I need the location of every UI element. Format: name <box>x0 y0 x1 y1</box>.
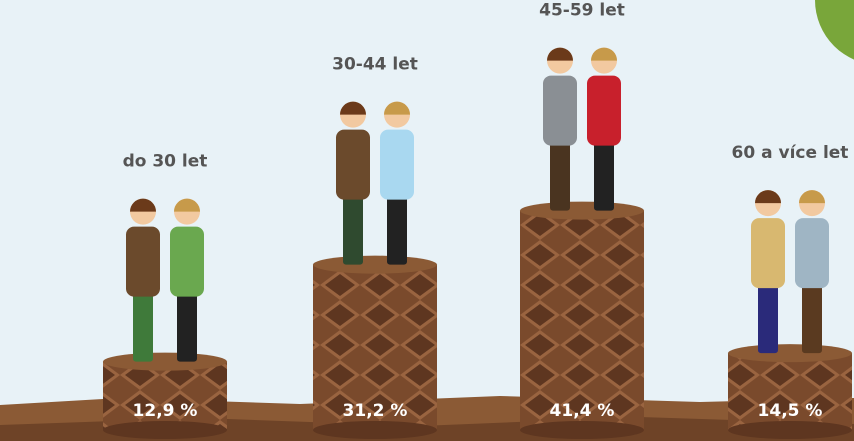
person-hair <box>130 198 156 212</box>
person <box>543 47 577 211</box>
value-label: 31,2 % <box>343 401 408 421</box>
person-hair <box>174 198 200 212</box>
person-hair <box>799 190 825 204</box>
person-hair <box>384 101 410 115</box>
person-legs <box>758 283 778 354</box>
cylinder-bottom <box>520 421 644 439</box>
person-hair <box>755 190 781 204</box>
cylinder-top <box>313 255 437 274</box>
cylinder-top <box>103 352 227 371</box>
person-legs <box>594 140 614 211</box>
person <box>587 47 621 211</box>
cylinder-bottom <box>728 421 852 439</box>
person <box>126 198 160 362</box>
person-legs <box>177 291 197 362</box>
cylinder-bottom <box>103 421 227 439</box>
cylinder-bottom <box>313 421 437 439</box>
person <box>795 190 829 354</box>
value-label: 14,5 % <box>758 401 823 421</box>
person-legs <box>387 194 407 265</box>
person-body <box>170 226 204 297</box>
person-hair <box>340 101 366 115</box>
cylinder <box>520 210 644 430</box>
person-body <box>795 218 829 289</box>
person <box>380 101 414 265</box>
category-label: do 30 let <box>123 152 208 172</box>
person-body <box>126 226 160 297</box>
person-legs <box>802 283 822 354</box>
person-hair <box>547 47 573 61</box>
cylinder-top <box>728 344 852 363</box>
person-legs <box>550 140 570 211</box>
person-hair <box>591 47 617 61</box>
person <box>170 198 204 362</box>
person-legs <box>343 194 363 265</box>
person-body <box>380 129 414 200</box>
category-label: 30-44 let <box>332 55 418 75</box>
cylinder <box>728 353 852 430</box>
value-label: 12,9 % <box>133 401 198 421</box>
person-body <box>543 75 577 146</box>
cylinder <box>313 264 437 430</box>
person-body <box>751 218 785 289</box>
person-body <box>336 129 370 200</box>
corner-circle <box>815 0 854 60</box>
person-body <box>587 75 621 146</box>
category-label: 45-59 let <box>539 1 625 21</box>
person <box>336 101 370 265</box>
value-label: 41,4 % <box>550 401 615 421</box>
cylinder <box>103 361 227 430</box>
person-legs <box>133 291 153 362</box>
person <box>751 190 785 354</box>
cylinder-top <box>520 201 644 220</box>
category-label: 60 a více let <box>732 143 849 163</box>
